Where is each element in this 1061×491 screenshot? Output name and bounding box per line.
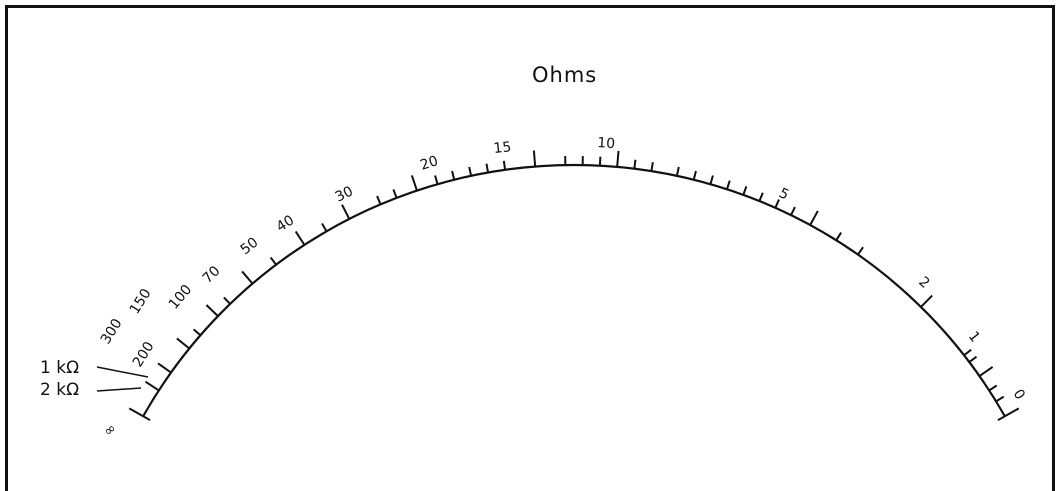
major-tick xyxy=(1004,407,1020,418)
scale-label: 70 xyxy=(200,263,224,287)
scale-label: 2 xyxy=(915,274,932,292)
minor-tick xyxy=(963,348,972,357)
infinity-label: ∞ xyxy=(101,420,120,440)
minor-tick xyxy=(758,192,764,202)
minor-tick xyxy=(633,159,637,169)
minor-tick xyxy=(451,170,456,180)
scale-label: 150 xyxy=(127,286,155,317)
major-tick xyxy=(532,150,537,167)
major-tick xyxy=(341,204,351,220)
major-tick xyxy=(978,366,994,377)
minor-tick xyxy=(321,223,328,232)
kilo-ohm-callout-label: 1 kΩ xyxy=(40,358,79,378)
major-tick xyxy=(410,175,418,191)
minor-tick xyxy=(392,189,398,199)
minor-tick xyxy=(468,166,473,177)
scale-label: 100 xyxy=(166,282,195,313)
minor-tick xyxy=(774,199,780,209)
end-cap-tick xyxy=(142,415,151,422)
major-tick xyxy=(157,362,172,374)
minor-tick xyxy=(857,246,864,256)
minor-tick xyxy=(790,206,796,216)
scale-label: 300 xyxy=(98,316,126,347)
minor-tick xyxy=(650,162,654,172)
scale-label: 0 xyxy=(1010,387,1028,403)
scale-label: 200 xyxy=(130,339,158,370)
minor-tick xyxy=(692,170,697,180)
minor-tick xyxy=(742,186,748,196)
minor-tick xyxy=(835,232,842,241)
scale-ticks xyxy=(128,150,1020,422)
minor-tick xyxy=(675,166,680,177)
major-tick xyxy=(616,150,620,167)
major-tick xyxy=(294,230,306,246)
scale-label: 30 xyxy=(333,183,356,205)
scale-label: 10 xyxy=(597,135,616,152)
major-tick xyxy=(176,337,190,350)
minor-tick xyxy=(269,256,277,266)
minor-tick xyxy=(726,180,731,190)
scale-label: 50 xyxy=(238,235,262,259)
major-tick xyxy=(205,304,219,317)
kilo-ohm-callouts: 1 kΩ2 kΩ xyxy=(40,358,149,400)
scale-title: Ohms xyxy=(532,63,597,87)
minor-tick xyxy=(709,175,714,185)
scale-label: 40 xyxy=(274,212,298,235)
major-tick xyxy=(809,210,819,226)
scale-arc xyxy=(142,163,1006,417)
minor-tick xyxy=(192,328,202,337)
minor-tick xyxy=(995,395,1005,403)
major-tick xyxy=(920,294,933,308)
callout-leader-line xyxy=(96,366,149,378)
minor-tick xyxy=(485,163,490,173)
minor-tick xyxy=(988,384,998,392)
minor-tick xyxy=(968,355,978,363)
major-tick xyxy=(144,380,160,392)
minor-tick xyxy=(434,175,439,185)
end-cap-tick xyxy=(997,415,1006,422)
major-tick xyxy=(241,270,254,285)
minor-tick xyxy=(502,160,507,170)
scale-label: 20 xyxy=(418,153,440,174)
diagram-frame xyxy=(5,5,1055,491)
scale-label: 1 xyxy=(965,329,983,346)
kilo-ohm-callout-label: 2 kΩ xyxy=(40,380,79,400)
minor-tick xyxy=(223,296,231,305)
callout-leader-line xyxy=(96,387,142,392)
major-tick xyxy=(128,407,144,418)
scale-label: 15 xyxy=(493,139,512,157)
minor-tick xyxy=(376,195,382,205)
